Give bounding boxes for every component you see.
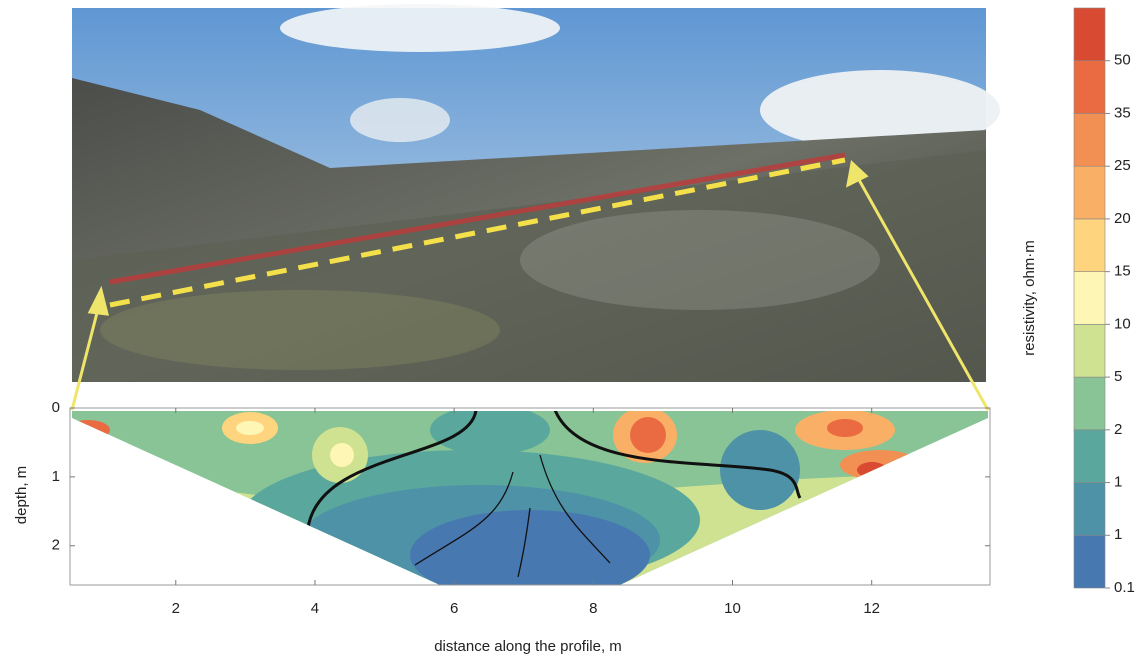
colorbar-tick-label: 5: [1114, 368, 1122, 385]
colorbar-band: [1074, 377, 1105, 430]
y-axis-title: depth, m: [13, 466, 30, 524]
y-tick-label: 1: [52, 468, 60, 485]
resistivity-section: [66, 405, 988, 600]
colorbar-tick-label: 20: [1114, 210, 1131, 227]
photo: [72, 4, 1000, 382]
x-tick-label: 10: [724, 600, 741, 617]
colorbar-tick-label: 1: [1114, 474, 1122, 491]
colorbar-band: [1074, 219, 1105, 272]
y-tick-label: 0: [52, 399, 60, 416]
colorbar-tick-label: 35: [1114, 104, 1131, 121]
x-tick-label: 2: [172, 600, 180, 617]
colorbar-tick-label: 1: [1114, 526, 1122, 543]
colorbar-band: [1074, 430, 1105, 483]
colorbar-band: [1074, 8, 1105, 61]
x-tick-label: 4: [311, 600, 319, 617]
colorbar-title: resistivity, ohm·m: [1021, 240, 1038, 356]
colorbar-band: [1074, 61, 1105, 114]
colorbar-tick-label: 50: [1114, 52, 1131, 69]
colorbar-tick-label: 2: [1114, 421, 1122, 438]
y-tick-label: 2: [52, 537, 60, 554]
colorbar-tick-label: 25: [1114, 157, 1131, 174]
x-tick-label: 6: [450, 600, 458, 617]
x-tick-label: 12: [863, 600, 880, 617]
colorbar-band: [1074, 483, 1105, 536]
colorbar-band: [1074, 272, 1105, 325]
colorbar-band: [1074, 113, 1105, 166]
colorbar-tick-label: 15: [1114, 263, 1131, 280]
x-tick-label: 8: [589, 600, 597, 617]
figure: depth, m distance along the profile, m r…: [0, 0, 1144, 661]
x-axis-title: distance along the profile, m: [434, 638, 622, 655]
colorbar-band: [1074, 324, 1105, 377]
colorbar-band: [1074, 166, 1105, 219]
colorbar-band: [1074, 535, 1105, 588]
colorbar-tick-label: 0.1: [1114, 579, 1135, 596]
colorbar-tick-label: 10: [1114, 315, 1131, 332]
